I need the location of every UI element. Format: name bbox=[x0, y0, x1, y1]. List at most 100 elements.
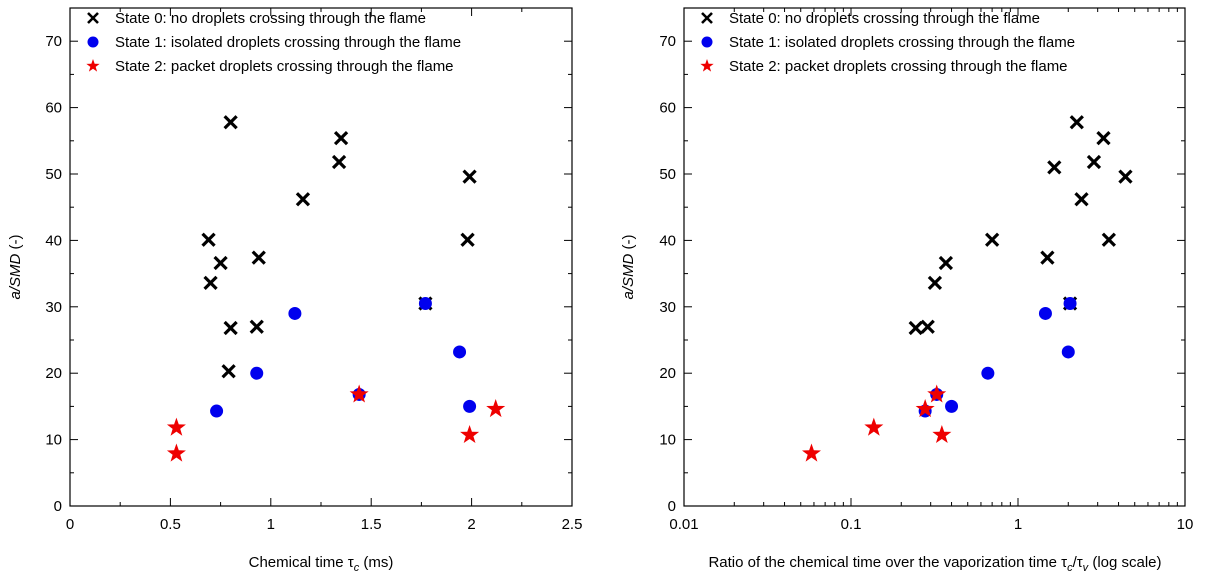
x-axis-label-pre: Chemical time τ bbox=[249, 554, 354, 571]
x-axis-label-post: (ms) bbox=[359, 554, 393, 571]
data-point-x-stroke bbox=[460, 232, 475, 247]
y-axis-label: a/SMD (-) bbox=[7, 234, 24, 299]
data-point-x bbox=[984, 232, 1000, 247]
data-point-circle bbox=[210, 404, 224, 418]
data-points bbox=[166, 115, 506, 462]
x-tick-label: 2 bbox=[467, 516, 475, 533]
y-tick-label: 60 bbox=[45, 100, 62, 117]
data-point-circle bbox=[250, 366, 264, 380]
y-tick-label: 0 bbox=[668, 498, 676, 515]
x-axis-label-sub: c bbox=[1067, 562, 1073, 574]
data-point-x bbox=[203, 275, 218, 291]
data-point-star bbox=[801, 443, 821, 462]
data-point-x-stroke bbox=[927, 275, 943, 291]
x-tick-label: 1.5 bbox=[361, 516, 382, 533]
y-tick-label: 0 bbox=[54, 498, 62, 515]
x-tick-label: 10 bbox=[1177, 516, 1194, 533]
right-chart-panel: 0 10 20 30 40 50 60 70 0.01 0.1 1 10 Ratio of the ch… bbox=[620, 7, 1194, 574]
data-point-star bbox=[349, 384, 369, 403]
legend-label: State 0: no droplets crossing through th… bbox=[115, 10, 426, 27]
data-point-x-stroke bbox=[295, 192, 311, 207]
y-tick-label: 70 bbox=[45, 33, 62, 50]
data-point-x bbox=[1118, 169, 1133, 184]
x-axis-label-pre: Ratio of the chemical time over the vapo… bbox=[708, 554, 1067, 571]
data-point-x-stroke bbox=[213, 255, 228, 271]
data-point-circle bbox=[288, 306, 302, 320]
data-point-x-stroke bbox=[984, 232, 1000, 247]
data-point-x bbox=[331, 154, 347, 170]
data-point-x bbox=[223, 320, 238, 336]
legend-marker-x-stroke bbox=[87, 12, 99, 24]
legend-marker-x bbox=[87, 12, 99, 24]
legend-marker-star bbox=[700, 59, 714, 72]
data-point-star bbox=[486, 399, 506, 418]
legend-marker-x-stroke bbox=[701, 12, 713, 24]
x-tick-label: 1 bbox=[267, 516, 275, 533]
legend-label: State 2: packet droplets crossing throug… bbox=[115, 58, 454, 75]
legend-label: State 0: no droplets crossing through th… bbox=[729, 10, 1040, 27]
data-point-x bbox=[1040, 250, 1055, 265]
data-point-x bbox=[1096, 131, 1111, 146]
data-points bbox=[801, 115, 1133, 462]
legend: State 0: no droplets crossing through th… bbox=[86, 10, 461, 75]
x-axis-label-mid: /τ bbox=[1073, 554, 1083, 571]
y-axis-label-italic: a/SMD bbox=[620, 253, 637, 299]
data-point-x bbox=[938, 255, 954, 271]
x-axis-label: Ratio of the chemical time over the vapo… bbox=[708, 554, 1161, 574]
data-point-x-stroke bbox=[920, 319, 935, 334]
data-point-circle bbox=[945, 399, 959, 413]
left-chart-panel: 0 10 20 30 40 50 60 70 0 0.5 1 1.5 2 2.5 Chemical time… bbox=[7, 7, 582, 574]
data-point-star bbox=[927, 384, 947, 403]
y-tick-label: 10 bbox=[45, 432, 62, 449]
legend-marker-star bbox=[86, 59, 100, 72]
legend-label: State 1: isolated droplets crossing thro… bbox=[115, 34, 461, 51]
data-point-star bbox=[460, 424, 480, 444]
legend-marker-circle bbox=[701, 36, 713, 48]
data-point-x-stroke bbox=[1069, 115, 1084, 130]
data-point-x bbox=[1086, 154, 1102, 170]
data-point-x bbox=[462, 169, 477, 184]
data-point-star bbox=[932, 424, 952, 444]
data-point-x-stroke bbox=[223, 320, 238, 336]
x-axis-label-post: (log scale) bbox=[1088, 554, 1161, 571]
x-tick-label: 0.01 bbox=[669, 516, 698, 533]
data-point-x bbox=[1074, 192, 1089, 207]
data-point-x-stroke bbox=[331, 154, 347, 170]
data-point-star bbox=[915, 399, 935, 418]
y-tick-label: 50 bbox=[45, 166, 62, 183]
x-tick-label: 0.5 bbox=[160, 516, 181, 533]
y-tick-label: 20 bbox=[659, 365, 676, 382]
data-point-x-stroke bbox=[1040, 250, 1055, 265]
y-axis-label-unit: (-) bbox=[7, 234, 24, 253]
data-point-x-stroke bbox=[1047, 160, 1062, 175]
y-tick-label: 60 bbox=[659, 100, 676, 117]
data-point-x bbox=[333, 131, 349, 146]
data-point-x-stroke bbox=[1118, 169, 1133, 184]
data-point-x bbox=[223, 115, 238, 130]
y-tick-label: 10 bbox=[659, 432, 676, 449]
data-point-star bbox=[166, 443, 186, 462]
data-point-x bbox=[460, 232, 475, 247]
data-point-x-stroke bbox=[938, 255, 954, 271]
data-point-x bbox=[908, 320, 923, 336]
data-point-x-stroke bbox=[223, 115, 238, 130]
y-tick-label: 50 bbox=[659, 166, 676, 183]
y-tick-label: 40 bbox=[45, 232, 62, 249]
x-tick-label: 1 bbox=[1014, 516, 1022, 533]
data-point-x bbox=[920, 319, 935, 334]
plot-frame bbox=[683, 7, 1186, 507]
y-tick-label: 30 bbox=[659, 299, 676, 316]
plot-frame bbox=[69, 7, 573, 507]
data-point-x bbox=[1101, 232, 1116, 247]
x-tick-label: 0.1 bbox=[841, 516, 862, 533]
data-point-circle bbox=[453, 345, 467, 359]
y-axis-label-unit: (-) bbox=[620, 234, 637, 253]
legend-marker-x bbox=[701, 12, 713, 24]
data-point-x-stroke bbox=[251, 250, 266, 265]
y-tick-label: 20 bbox=[45, 365, 62, 382]
y-tick-label: 40 bbox=[659, 232, 676, 249]
y-axis-label-italic: a/SMD bbox=[7, 253, 24, 299]
data-point-circle bbox=[1038, 306, 1052, 320]
data-point-x bbox=[1069, 115, 1084, 130]
